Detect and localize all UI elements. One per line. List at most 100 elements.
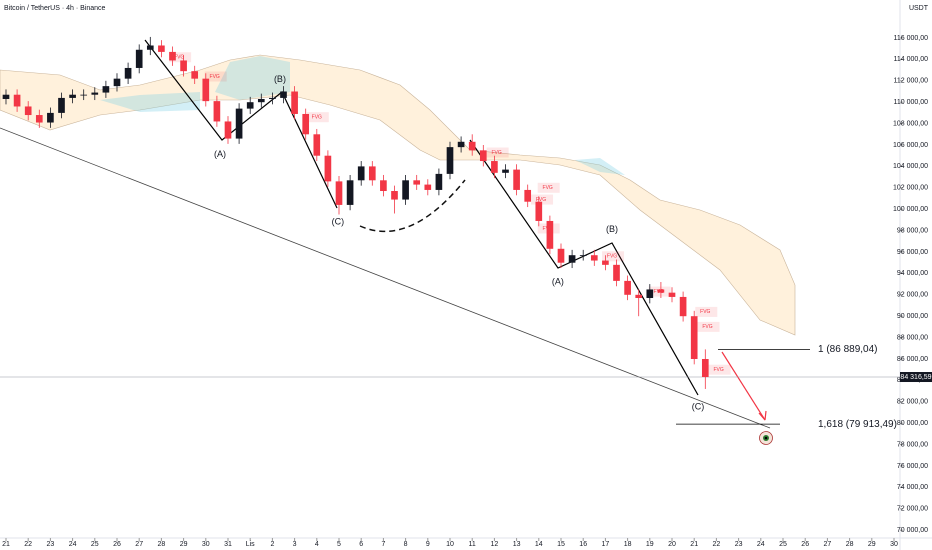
candle-body bbox=[69, 94, 76, 98]
y-tick-label: 86 000,00 bbox=[897, 356, 928, 363]
x-tick-label: 8 bbox=[404, 541, 408, 548]
fvg-zone bbox=[531, 194, 554, 205]
fvg-label: FVG bbox=[312, 115, 322, 121]
fvg-label: FVG bbox=[210, 74, 220, 80]
projection-arrow bbox=[721, 351, 766, 421]
candle-body bbox=[446, 147, 454, 174]
candle-body bbox=[135, 49, 143, 68]
wave-label: (A) bbox=[214, 149, 226, 159]
candle-body bbox=[468, 141, 476, 151]
currency: USDT bbox=[909, 5, 929, 12]
y-tick-label: 116 000,00 bbox=[893, 35, 928, 42]
candle-body bbox=[213, 101, 221, 122]
candle-body bbox=[624, 280, 631, 295]
candle-body bbox=[13, 94, 21, 107]
x-tick-label: 3 bbox=[293, 541, 297, 548]
x-tick-label: 28 bbox=[157, 541, 165, 548]
candle-body bbox=[291, 91, 298, 114]
candle-body bbox=[513, 169, 520, 190]
y-tick-label: 92 000,00 bbox=[897, 292, 928, 299]
x-tick-label: 24 bbox=[69, 541, 77, 548]
x-tick-label: 16 bbox=[579, 541, 587, 548]
y-tick-label: 108 000,00 bbox=[893, 120, 928, 127]
candle-body bbox=[413, 180, 421, 185]
y-tick-label: 100 000,00 bbox=[893, 206, 928, 213]
y-tick-label: 98 000,00 bbox=[897, 227, 928, 234]
y-tick-label: 94 000,00 bbox=[897, 270, 928, 277]
trendline bbox=[0, 127, 771, 429]
candle-body bbox=[368, 166, 376, 181]
fvg-zone bbox=[602, 251, 625, 262]
fvg-zone bbox=[695, 306, 718, 317]
y-tick-label: 88 000,00 bbox=[897, 334, 928, 341]
candle-body bbox=[435, 173, 443, 190]
y-tick-label: 110 000,00 bbox=[893, 99, 928, 106]
y-tick-label: 102 000,00 bbox=[893, 185, 928, 192]
arrow-head bbox=[758, 410, 767, 421]
fvg-zone bbox=[537, 182, 560, 193]
x-tick-label: 20 bbox=[668, 541, 676, 548]
fvg-zone bbox=[486, 147, 509, 158]
candle-body bbox=[2, 94, 10, 99]
x-tick-label: 22 bbox=[24, 541, 32, 548]
candle-body bbox=[602, 260, 609, 265]
candle-body bbox=[635, 294, 643, 299]
candle-body bbox=[568, 255, 576, 263]
x-tick-label: 2 bbox=[270, 541, 274, 548]
fvg-zone bbox=[306, 112, 329, 123]
fvg-zone bbox=[708, 364, 731, 375]
candle-body bbox=[158, 45, 165, 52]
last-price-label: 84 316,59 bbox=[900, 374, 931, 381]
candle-body bbox=[191, 71, 199, 79]
wave-label: (B) bbox=[274, 74, 286, 84]
fvg-zone bbox=[169, 52, 192, 63]
candle-body bbox=[668, 292, 676, 297]
y-tick-label: 74 000,00 bbox=[897, 484, 928, 491]
x-tick-label: 24 bbox=[757, 541, 765, 548]
candle-body bbox=[102, 86, 110, 93]
candle-body bbox=[557, 248, 565, 263]
candle-body bbox=[380, 180, 387, 192]
candle-body bbox=[246, 102, 254, 109]
candle-body bbox=[546, 220, 554, 249]
y-tick-label: 78 000,00 bbox=[897, 441, 928, 448]
fvg-label: FVG bbox=[702, 324, 712, 330]
candle-body bbox=[701, 358, 709, 378]
y-tick-label: 112 000,00 bbox=[893, 78, 928, 85]
x-tick-label: 26 bbox=[113, 541, 121, 548]
candle-body bbox=[613, 264, 620, 281]
x-tick-label: 28 bbox=[846, 541, 854, 548]
candle-body bbox=[80, 94, 88, 96]
candle-body bbox=[524, 189, 532, 202]
x-tick-label: 29 bbox=[868, 541, 876, 548]
x-tick-label: 30 bbox=[890, 541, 898, 548]
x-tick-label: 17 bbox=[602, 541, 610, 548]
x-tick-label: 22 bbox=[713, 541, 721, 548]
wave-label: (C) bbox=[692, 402, 705, 412]
dashed-arc bbox=[359, 179, 466, 233]
candle-body bbox=[58, 97, 65, 113]
y-tick-label: 96 000,00 bbox=[897, 249, 928, 256]
x-tick-label: 15 bbox=[557, 541, 565, 548]
candle-body bbox=[235, 108, 243, 139]
x-tick-label: 12 bbox=[491, 541, 499, 548]
candle-body bbox=[657, 289, 665, 293]
fvg-zone bbox=[204, 71, 227, 82]
candle-body bbox=[47, 112, 54, 123]
candle-body bbox=[424, 184, 432, 190]
fvg-label: FVG bbox=[491, 150, 501, 156]
x-tick-label: 19 bbox=[646, 541, 654, 548]
x-tick-label: 21 bbox=[2, 541, 10, 548]
x-tick-label: 26 bbox=[801, 541, 809, 548]
x-tick-label: 23 bbox=[46, 541, 54, 548]
candle-body bbox=[646, 289, 654, 299]
candle-body bbox=[535, 201, 543, 221]
wave-path bbox=[469, 139, 699, 396]
candle-body bbox=[335, 181, 343, 205]
ichimoku-cloud-bull bbox=[100, 56, 625, 175]
fib-level-label: 1,618 (79 913,49) bbox=[818, 419, 897, 430]
chart-title: Bitcoin / TetherUS · 4h · Binance bbox=[4, 5, 106, 12]
wave-label: (B) bbox=[606, 224, 618, 234]
x-tick-label: 14 bbox=[535, 541, 543, 548]
candle-body bbox=[679, 296, 687, 317]
